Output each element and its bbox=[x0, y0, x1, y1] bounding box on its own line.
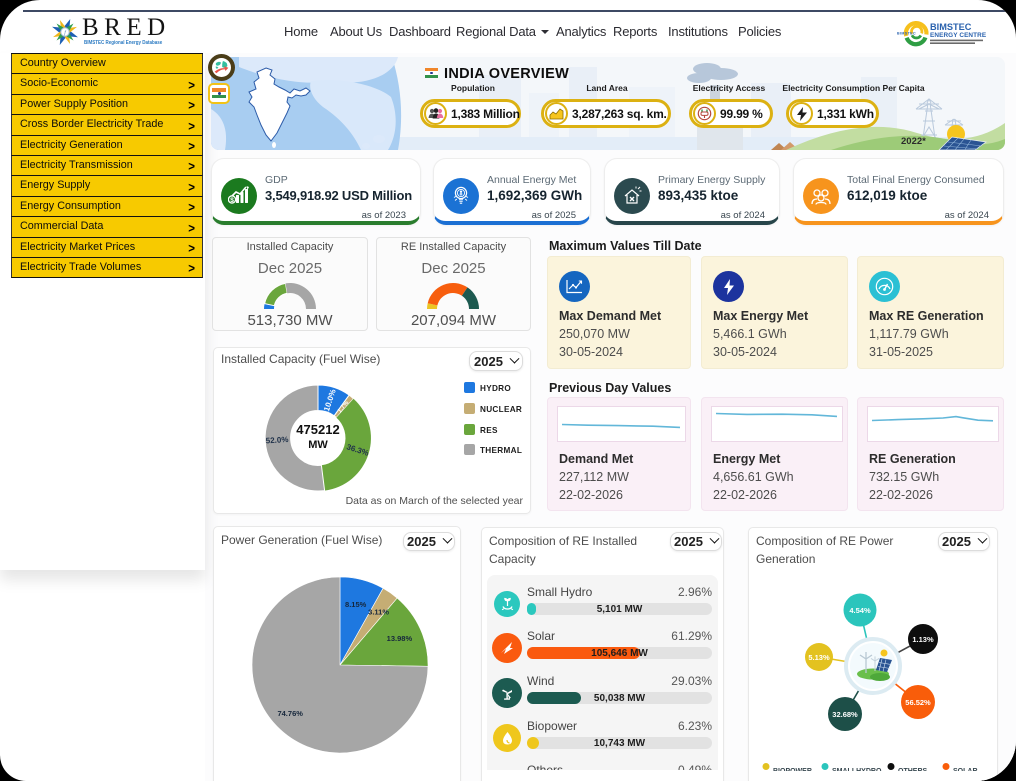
svg-text:$: $ bbox=[230, 197, 234, 204]
svg-text:4.54%: 4.54% bbox=[849, 606, 871, 615]
svg-text:5.13%: 5.13% bbox=[808, 653, 830, 662]
svg-text:HYDRO: HYDRO bbox=[480, 384, 511, 393]
svg-text:MW: MW bbox=[308, 439, 328, 451]
svg-text:475212: 475212 bbox=[296, 422, 339, 437]
svg-text:32.68%: 32.68% bbox=[832, 710, 858, 719]
svg-text:8.15%: 8.15% bbox=[345, 600, 367, 609]
svg-text:74.76%: 74.76% bbox=[277, 709, 303, 718]
svg-text:THERMAL: THERMAL bbox=[480, 446, 522, 455]
svg-text:BIMSTEC: BIMSTEC bbox=[930, 22, 972, 32]
svg-text:NUCLEAR: NUCLEAR bbox=[480, 405, 522, 414]
svg-text:BIMSTEC: BIMSTEC bbox=[897, 31, 916, 35]
svg-text:2022*: 2022* bbox=[901, 136, 926, 147]
svg-text:3.11%: 3.11% bbox=[368, 608, 389, 617]
svg-text:ENERGY CENTRE: ENERGY CENTRE bbox=[930, 32, 987, 39]
svg-text:52.0%: 52.0% bbox=[265, 435, 288, 445]
svg-text:ƒ: ƒ bbox=[64, 31, 67, 37]
svg-text:56.52%: 56.52% bbox=[905, 698, 931, 707]
svg-text:RES: RES bbox=[480, 426, 498, 435]
svg-text:1.13%: 1.13% bbox=[912, 635, 934, 644]
svg-text:13.98%: 13.98% bbox=[387, 634, 413, 643]
